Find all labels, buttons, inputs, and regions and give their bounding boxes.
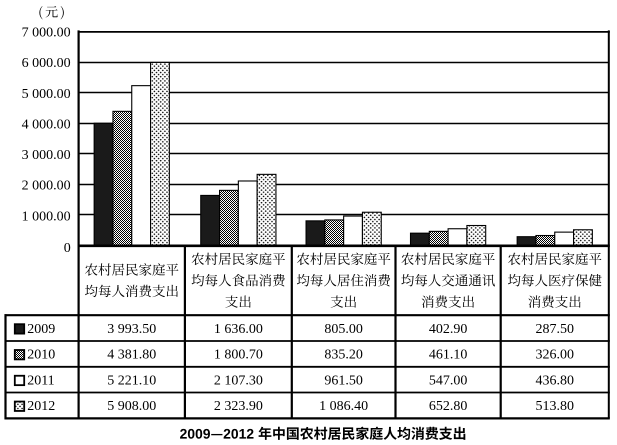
svg-text:2 000.00: 2 000.00 <box>22 179 71 194</box>
svg-text:326.00: 326.00 <box>536 348 575 363</box>
svg-text:1 800.70: 1 800.70 <box>214 348 263 363</box>
svg-text:805.00: 805.00 <box>324 322 363 337</box>
svg-text:2012: 2012 <box>27 399 55 414</box>
svg-text:5 221.10: 5 221.10 <box>107 373 156 388</box>
svg-text:461.10: 461.10 <box>429 348 468 363</box>
svg-text:513.80: 513.80 <box>536 399 575 414</box>
svg-text:0: 0 <box>64 241 71 256</box>
svg-text:652.80: 652.80 <box>429 399 468 414</box>
svg-text:6 000.00: 6 000.00 <box>22 56 71 71</box>
svg-text:402.90: 402.90 <box>429 322 468 337</box>
svg-text:835.20: 835.20 <box>324 348 363 363</box>
svg-text:547.00: 547.00 <box>429 373 468 388</box>
svg-text:1 086.40: 1 086.40 <box>319 399 368 414</box>
svg-text:3 000.00: 3 000.00 <box>22 148 71 163</box>
svg-text:3 993.50: 3 993.50 <box>107 322 156 337</box>
svg-text:1 636.00: 1 636.00 <box>214 322 263 337</box>
svg-text:4 381.80: 4 381.80 <box>107 348 156 363</box>
svg-text:2 323.90: 2 323.90 <box>214 399 263 414</box>
svg-text:4 000.00: 4 000.00 <box>22 117 71 132</box>
svg-text:5 000.00: 5 000.00 <box>22 87 71 102</box>
svg-text:2009: 2009 <box>27 322 55 337</box>
svg-text:2010: 2010 <box>27 348 55 363</box>
svg-text:7 000.00: 7 000.00 <box>22 26 71 41</box>
svg-text:2011: 2011 <box>27 373 54 388</box>
svg-text:961.50: 961.50 <box>324 373 363 388</box>
svg-text:287.50: 287.50 <box>536 322 575 337</box>
svg-text:436.80: 436.80 <box>536 373 575 388</box>
svg-text:2 107.30: 2 107.30 <box>214 373 263 388</box>
svg-text:1 000.00: 1 000.00 <box>22 209 71 224</box>
svg-text:5 908.00: 5 908.00 <box>107 399 156 414</box>
